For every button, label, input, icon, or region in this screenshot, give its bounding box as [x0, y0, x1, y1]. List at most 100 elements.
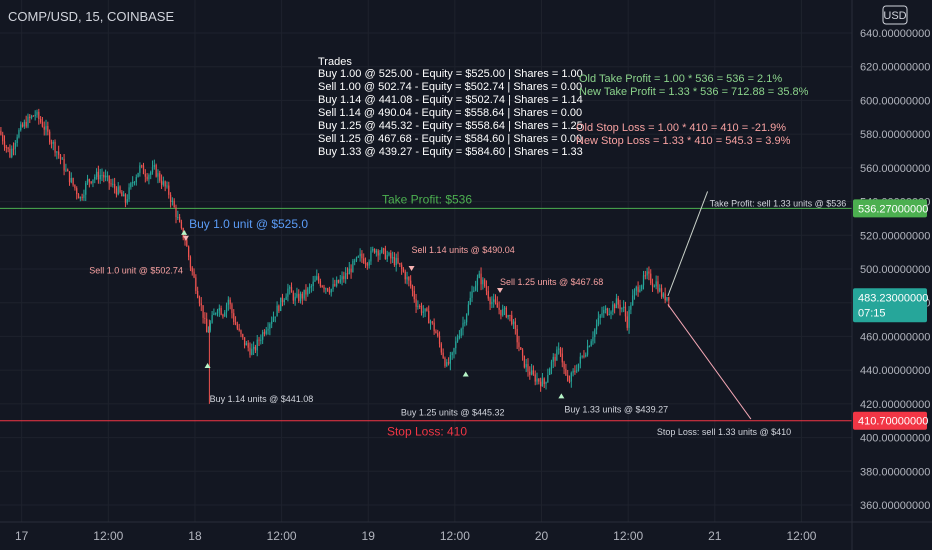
candle-body: [298, 293, 300, 301]
old-stop-loss-note: Old Stop Loss = 1.00 * 410 = 410 = -21.9…: [576, 122, 786, 134]
candle-body: [314, 279, 316, 282]
candle-body: [561, 353, 563, 363]
candle-body: [428, 310, 430, 324]
candle-body: [348, 268, 350, 275]
candle-body: [437, 333, 439, 336]
candle-body: [415, 299, 417, 307]
candle-body: [12, 148, 15, 150]
candle-body: [594, 329, 596, 338]
candle-body: [2, 134, 4, 142]
candle-body: [305, 289, 307, 295]
candle-body: [417, 305, 419, 307]
stop-loss-projection: [667, 304, 752, 420]
time-axis[interactable]: 17 12:00 18 12:00 19 12:00 20 12:00 21 12:00: [15, 529, 817, 543]
candle-body: [449, 355, 452, 364]
candle-body: [121, 192, 123, 197]
candle-body: [384, 248, 387, 260]
candle-body: [498, 307, 500, 310]
candle-body: [568, 380, 571, 382]
candle-body: [626, 316, 628, 328]
candle-body: [368, 261, 370, 266]
candle-body: [233, 313, 235, 323]
candle-body: [231, 304, 233, 314]
time-tick-label: 19: [362, 529, 376, 543]
candle-body: [307, 288, 309, 295]
candle-body: [113, 183, 116, 189]
candle-body: [592, 337, 594, 342]
candle-body: [21, 124, 24, 127]
new-take-profit-note: New Take Profit = 1.33 * 536 = 712.88 = …: [579, 86, 809, 98]
candle-body: [559, 348, 562, 354]
candle-body: [58, 151, 60, 155]
candle-body: [193, 271, 195, 278]
candle-body: [81, 196, 83, 198]
candle-body: [260, 339, 262, 341]
candle-body: [132, 182, 134, 184]
candle-body: [464, 322, 466, 324]
candle-body: [180, 222, 183, 228]
candle-body: [354, 260, 356, 262]
currency-button[interactable]: USD: [882, 5, 908, 25]
last-price-tag-text: 483.23000000: [858, 292, 928, 304]
candle-body: [187, 246, 190, 258]
candle-body: [343, 276, 345, 279]
candle-body: [265, 330, 267, 334]
candle-body: [108, 175, 110, 184]
candle-body: [350, 268, 352, 273]
candle-body: [608, 313, 610, 315]
currency-button-label[interactable]: USD: [883, 10, 906, 22]
candle-body: [310, 286, 313, 288]
candle-body: [581, 355, 583, 357]
candle-body: [101, 175, 103, 177]
candle-body: [70, 177, 72, 183]
candle-body: [650, 273, 652, 284]
trade-line: Buy 1.14 @ 441.08 - Equity = $502.74 | S…: [318, 94, 583, 106]
candle-body: [27, 116, 29, 127]
price-tick-label: 500.00000000: [860, 264, 930, 276]
countdown-text: 07:15: [858, 307, 886, 319]
candle-body: [280, 297, 282, 311]
last-price-tag: [853, 288, 927, 323]
candle-body: [77, 194, 80, 199]
candle-body: [550, 361, 553, 369]
take-profit-projection-label: Take Profit: sell 1.33 units @ $536: [710, 198, 847, 208]
sell-marker-label: Sell 1.25 units @ $467.68: [500, 277, 603, 287]
candle-body: [469, 297, 471, 305]
currency-button-frame[interactable]: [882, 5, 908, 25]
price-tick-label: 460.00000000: [860, 331, 930, 343]
candle-body: [641, 285, 643, 290]
candle-body: [11, 148, 13, 158]
candle-body: [364, 262, 367, 264]
take-profit-label: Take Profit: $536: [382, 192, 472, 206]
candle-body: [604, 308, 607, 310]
candle-body: [646, 271, 648, 276]
candle-body: [177, 216, 179, 218]
candle-body: [388, 252, 390, 256]
candle-body: [518, 342, 520, 348]
candle-body: [601, 313, 603, 316]
candle-body: [112, 183, 114, 185]
candle-body: [431, 321, 433, 323]
price-axis[interactable]: 360.00000000 380.00000000 400.00000000 420.…: [860, 28, 930, 512]
candle-body: [433, 322, 435, 332]
candle-body: [617, 298, 619, 305]
candle-body: [115, 188, 118, 195]
candle-body: [541, 378, 544, 387]
price-tick-label: 580.00000000: [860, 129, 930, 141]
candle-body: [339, 279, 341, 283]
candle-body: [556, 349, 558, 361]
candle-body: [525, 364, 527, 368]
candle-body: [484, 279, 486, 287]
candle-body: [213, 313, 215, 316]
candle-body: [590, 341, 592, 347]
candle-body: [496, 302, 498, 308]
candle-body: [648, 271, 650, 274]
candles: [0, 108, 670, 404]
candle-body: [225, 304, 228, 313]
candle-body: [500, 309, 502, 316]
candle-body: [151, 166, 154, 173]
candle-body: [505, 307, 507, 318]
take-profit-price-tag-text: 536.27000000: [858, 203, 928, 215]
